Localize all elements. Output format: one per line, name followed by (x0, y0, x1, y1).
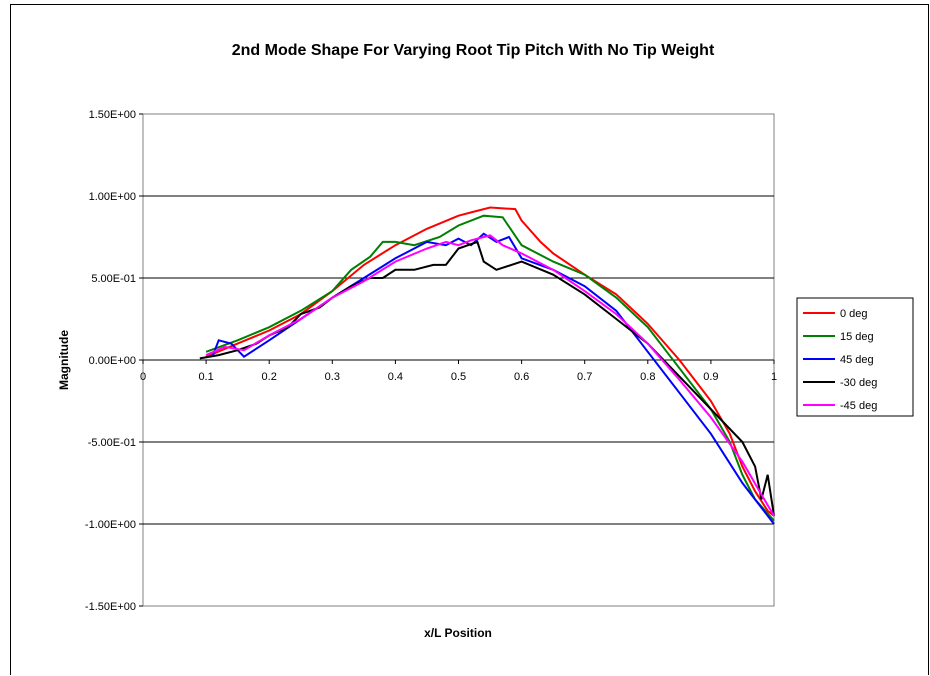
x-tick-label: 0.6 (514, 371, 529, 383)
x-tick-label: 0.2 (262, 371, 277, 383)
legend-label: 0 deg (840, 308, 868, 320)
y-tick-label: 0.00E+00 (89, 355, 136, 367)
chart-frame (10, 4, 929, 675)
legend-label: -45 deg (840, 400, 877, 412)
series-line-2 (205, 214, 775, 522)
y-tick-label: 1.50E+00 (89, 109, 136, 121)
x-tick-label: 0 (140, 371, 146, 383)
x-tick-label: 1 (771, 371, 777, 383)
x-tick-label: 0.3 (325, 371, 340, 383)
series-line-1 (205, 206, 775, 517)
x-axis-title: x/L Position (424, 626, 492, 640)
legend-label: 15 deg (840, 331, 874, 343)
y-tick-label: -5.00E-01 (88, 437, 136, 449)
series-line-3 (211, 232, 775, 525)
y-axis-title: Magnitude (57, 330, 71, 390)
x-ticks: 0 0.1 0.2 0.3 0.4 0.5 0.6 0.7 0.8 0.9 1 (140, 360, 777, 383)
y-ticks: 1.50E+00 1.00E+00 5.00E-01 0.00E+00 -5.00E-0… (85, 109, 143, 613)
x-tick-label: 0.5 (451, 371, 466, 383)
legend-box (796, 297, 914, 417)
legend-label: -30 deg (840, 377, 877, 389)
series-line-5 (205, 234, 775, 517)
legend-label: 45 deg (840, 354, 874, 366)
y-tick-label: 5.00E-01 (91, 273, 136, 285)
x-tick-label: 0.8 (640, 371, 655, 383)
x-tick-label: 0.4 (388, 371, 403, 383)
legend: 0 deg 15 deg 45 deg -30 deg -45 deg (796, 297, 914, 417)
y-tick-label: -1.00E+00 (85, 519, 136, 531)
y-tick-label: -1.50E+00 (85, 601, 136, 613)
x-tick-label: 0.1 (198, 371, 213, 383)
y-tick-label: 1.00E+00 (89, 191, 136, 203)
x-tick-label: 0.7 (577, 371, 592, 383)
chart-title: 2nd Mode Shape For Varying Root Tip Pitc… (232, 42, 715, 59)
series-group (199, 206, 775, 525)
x-tick-label: 0.9 (703, 371, 718, 383)
